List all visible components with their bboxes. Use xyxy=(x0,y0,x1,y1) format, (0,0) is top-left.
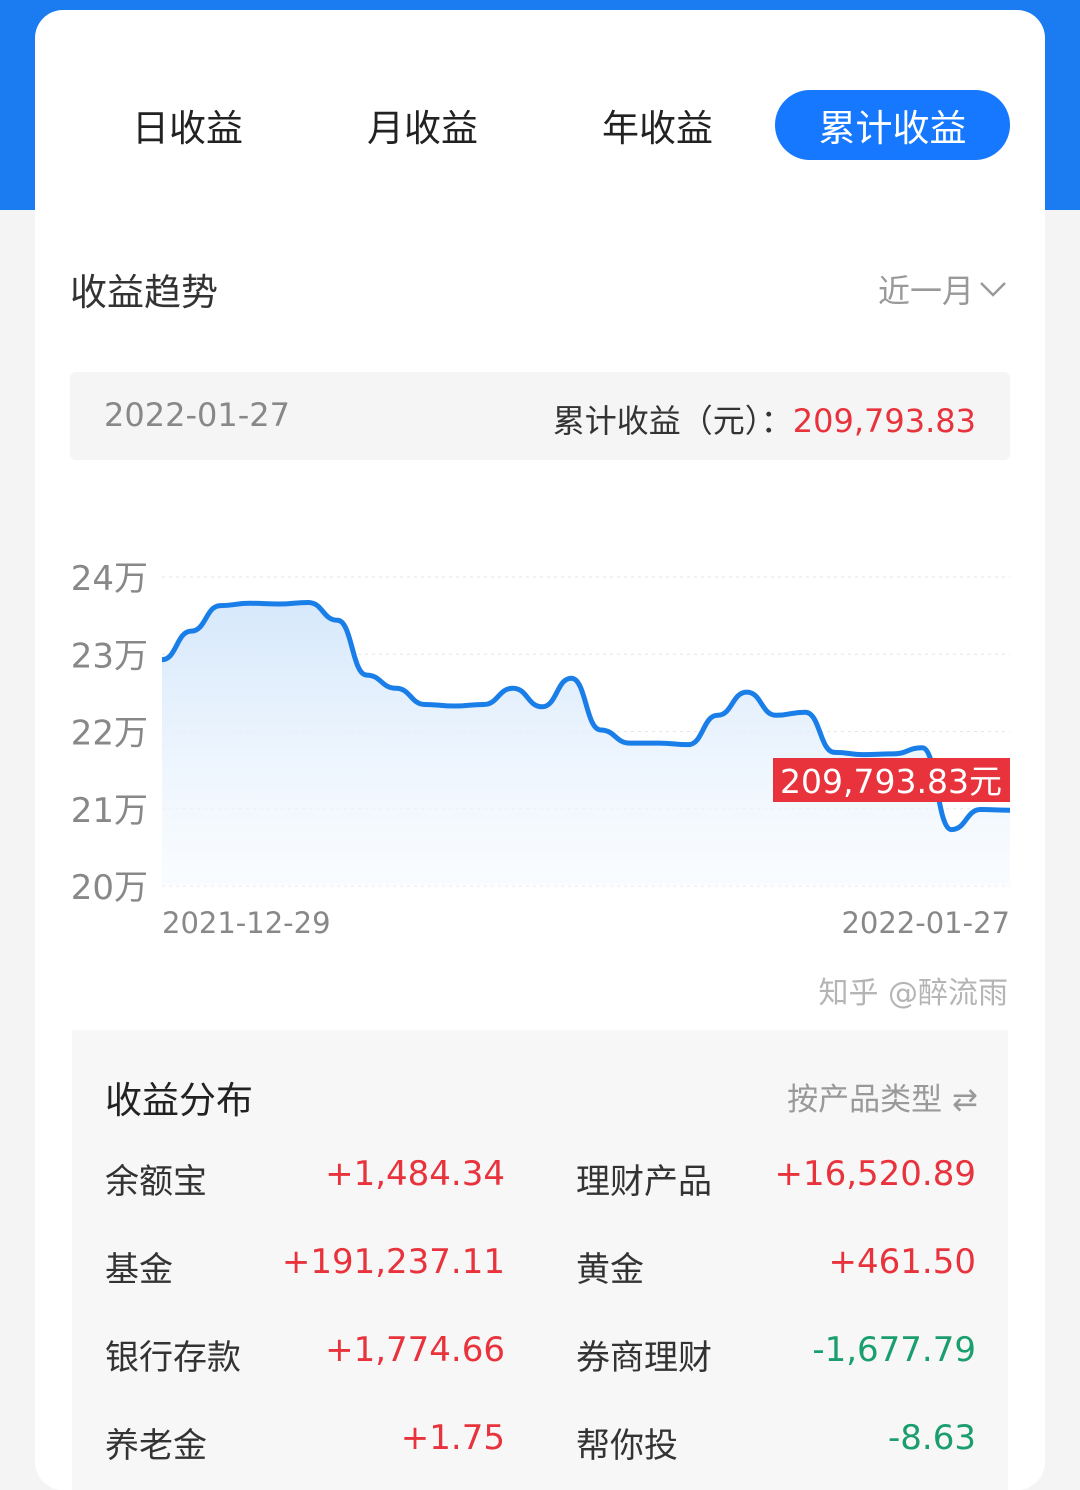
summary-label: 累计收益（元）： xyxy=(552,402,793,440)
distribution-item-value: +16,520.89 xyxy=(774,1154,976,1194)
distribution-item-value: +461.50 xyxy=(828,1242,976,1282)
distribution-item-value: +1.75 xyxy=(400,1418,505,1458)
distribution-item-name[interactable]: 理财产品 xyxy=(576,1162,712,1202)
distribution-item-value: -1,677.79 xyxy=(812,1330,976,1370)
summary-value: 209,793.83 xyxy=(792,402,976,440)
group-switch[interactable]: 按产品类型 ⇄ xyxy=(787,1082,978,1118)
distribution-title: 收益分布 xyxy=(105,1079,253,1122)
range-selector[interactable]: 近一月 xyxy=(878,266,1008,312)
distribution-item-value: -8.63 xyxy=(888,1418,976,1458)
watermark: 知乎 @醉流雨 xyxy=(818,976,1008,1011)
summary-bar: 2022-01-27 累计收益（元）：209,793.83 xyxy=(70,372,1010,460)
series-line xyxy=(161,599,1011,833)
distribution-item-name[interactable]: 银行存款 xyxy=(105,1338,241,1378)
x-tick-label: 2021-12-29 xyxy=(162,906,331,940)
y-tick-label: 21万 xyxy=(71,791,148,831)
trend-title: 收益趋势 xyxy=(70,271,218,314)
tab-cumulative[interactable]: 累计收益 xyxy=(775,90,1010,160)
distribution-item-name[interactable]: 余额宝 xyxy=(105,1162,207,1202)
range-label: 近一月 xyxy=(877,272,974,310)
y-tick-label: 20万 xyxy=(71,868,148,908)
distribution-item-name[interactable]: 黄金 xyxy=(576,1250,644,1290)
distribution-item-name[interactable]: 券商理财 xyxy=(576,1338,712,1378)
y-tick-label: 23万 xyxy=(71,636,148,676)
distribution-item-value: +191,237.11 xyxy=(281,1242,505,1282)
y-tick-label: 22万 xyxy=(71,714,148,754)
distribution-item-name[interactable]: 帮你投 xyxy=(576,1426,678,1466)
distribution-panel: 收益分布 按产品类型 ⇄ 余额宝 +1,484.34 理财产品 +16,520.89 基… xyxy=(72,1030,1008,1490)
tab-monthly[interactable]: 月收益 xyxy=(367,107,478,150)
tab-daily[interactable]: 日收益 xyxy=(132,107,243,150)
tooltip-box xyxy=(773,758,1010,802)
area-fill xyxy=(162,602,1010,886)
chevron-down-icon xyxy=(980,282,1006,297)
distribution-item-name[interactable]: 基金 xyxy=(105,1250,173,1290)
distribution-item-value: +1,774.66 xyxy=(325,1330,505,1370)
tab-yearly[interactable]: 年收益 xyxy=(602,107,713,150)
trend-chart[interactable]: 24万 23万 22万 21万 20万 2021-12-29 2022-01-27 209,7… xyxy=(60,540,1020,940)
y-tick-label: 24万 xyxy=(71,559,148,599)
distribution-item-value: +1,484.34 xyxy=(325,1154,505,1194)
summary-date: 2022-01-27 xyxy=(104,396,290,434)
x-tick-label: 2022-01-27 xyxy=(841,906,1010,940)
tooltip-label: 209,793.83元 xyxy=(780,762,1002,801)
distribution-item-name[interactable]: 养老金 xyxy=(105,1426,207,1466)
